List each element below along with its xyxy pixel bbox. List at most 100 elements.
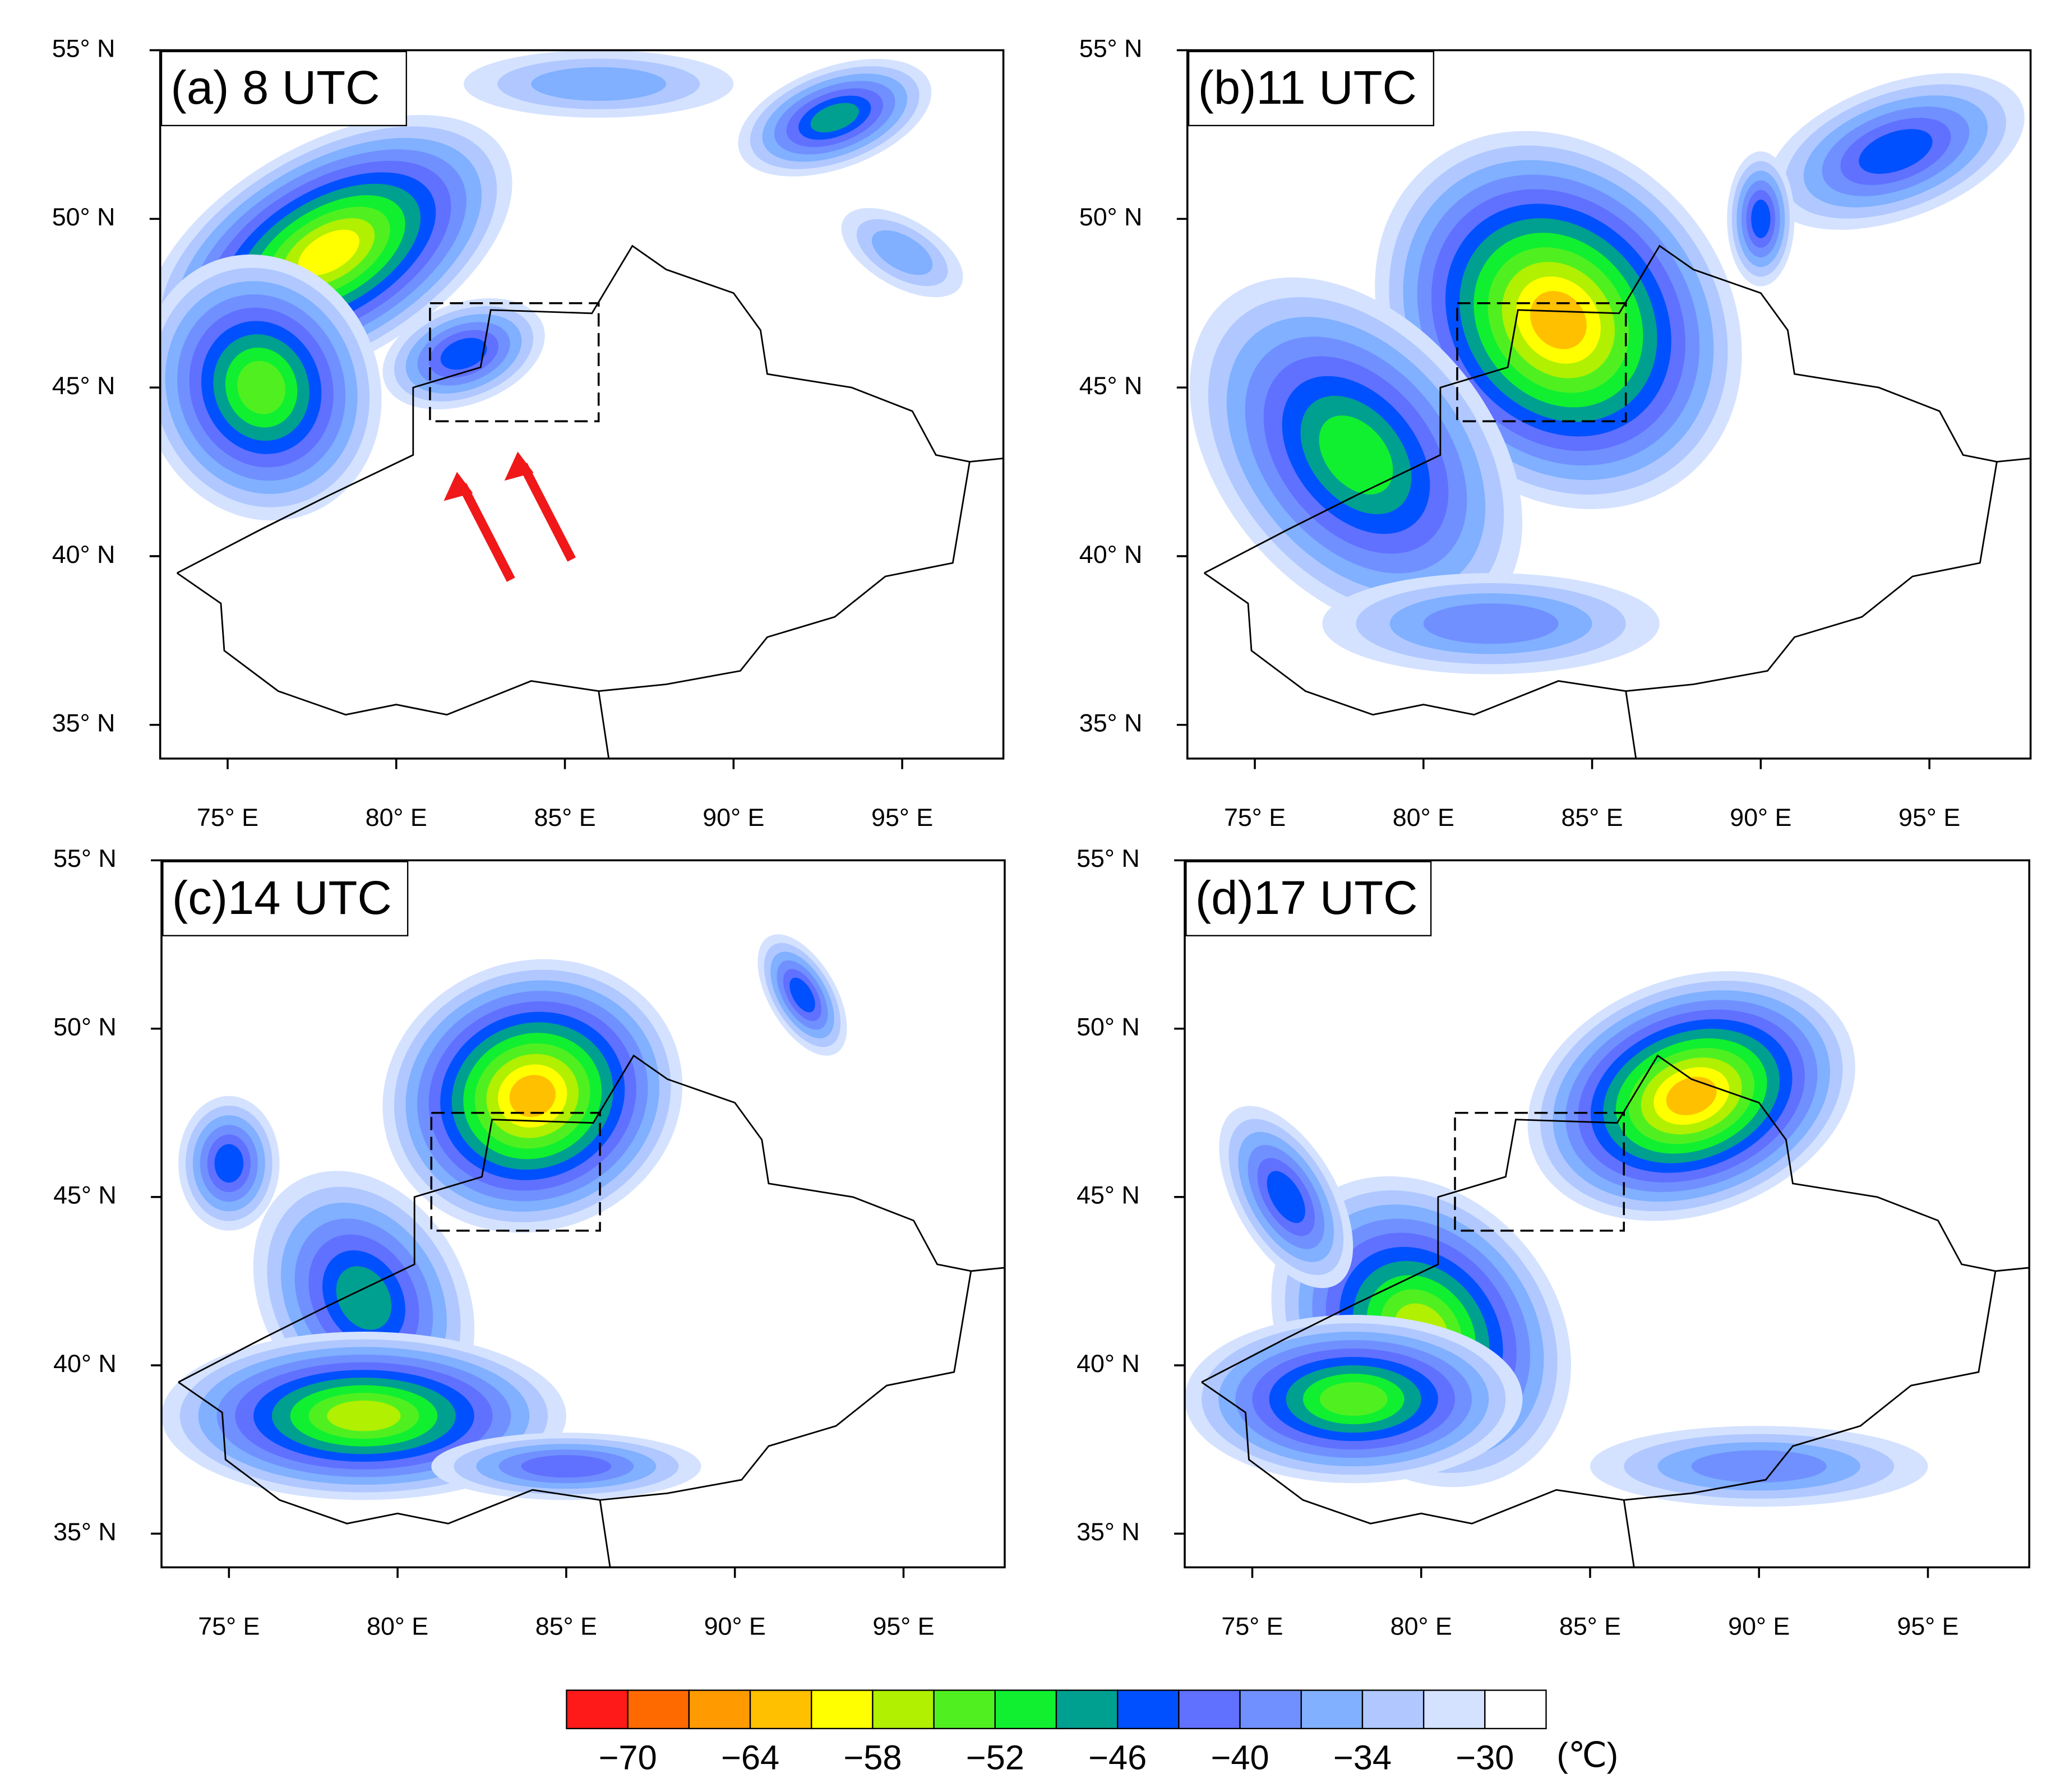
y-tick-label: 55° N — [53, 844, 117, 872]
panel-label-box — [162, 861, 409, 936]
y-tick-label: 50° N — [53, 1013, 117, 1041]
cloud — [214, 1144, 244, 1183]
x-tick-label: 90° E — [1728, 1613, 1790, 1641]
border — [1997, 458, 2031, 463]
y-tick-label: 35° N — [53, 1518, 117, 1546]
cloud — [298, 229, 359, 276]
border — [598, 691, 610, 759]
colorbar-label: −52 — [966, 1738, 1024, 1777]
cloud — [1859, 129, 1933, 174]
colorbar-box — [1361, 1689, 1425, 1730]
cloud — [1423, 603, 1559, 644]
x-tick-label: 95° E — [872, 1613, 934, 1641]
colorbar-box — [1055, 1689, 1119, 1730]
colorbar-box — [933, 1689, 996, 1730]
cloud — [1319, 415, 1393, 495]
x-tick-label: 75° E — [1221, 1613, 1283, 1641]
border — [1623, 1500, 1635, 1568]
x-tick-label: 85° E — [534, 803, 595, 832]
colorbar-label: −46 — [1088, 1738, 1147, 1777]
x-tick-label: 75° E — [198, 1613, 260, 1641]
border — [176, 244, 971, 716]
y-tick-label: 50° N — [52, 203, 116, 231]
colorbar-box — [872, 1689, 935, 1730]
y-tick-label: 40° N — [1077, 1350, 1140, 1378]
y-tick-label: 45° N — [1077, 1181, 1140, 1209]
y-tick-label: 35° N — [1077, 1518, 1140, 1546]
x-tick-label: 85° E — [1562, 803, 1623, 832]
y-tick-label: 35° N — [52, 709, 116, 737]
plot-frame — [160, 859, 1006, 1569]
y-tick-label: 50° N — [1079, 203, 1143, 231]
study-box — [1454, 1111, 1625, 1232]
panel-label: (c)14 UTC — [172, 871, 392, 924]
colorbar-label: −58 — [843, 1738, 902, 1777]
border — [1995, 1267, 2030, 1272]
cloud — [810, 103, 859, 133]
x-tick-label: 90° E — [1730, 803, 1791, 832]
cloud — [789, 977, 815, 1013]
y-tick-label: 45° N — [1079, 372, 1143, 400]
x-tick-label: 95° E — [1898, 803, 1960, 832]
arrow-shaft — [458, 483, 515, 582]
cloud — [1691, 1450, 1827, 1483]
plot-frame — [1186, 49, 2032, 760]
arrow-head — [444, 472, 473, 501]
x-tick-label: 80° E — [1390, 1613, 1452, 1641]
x-tick-label: 80° E — [366, 803, 427, 832]
border — [1625, 691, 1637, 759]
colorbar-box — [1178, 1689, 1241, 1730]
border — [971, 1267, 1005, 1272]
colorbar-label: −64 — [721, 1738, 779, 1777]
cloud-field — [1185, 860, 2030, 1568]
border — [969, 458, 1004, 463]
y-tick-label: 40° N — [53, 1350, 117, 1378]
plot-frame — [159, 49, 1005, 760]
x-tick-label: 75° E — [1224, 803, 1286, 832]
colorbar-box — [1300, 1689, 1364, 1730]
y-tick-label: 45° N — [53, 1181, 117, 1209]
cloud — [871, 230, 933, 275]
colorbar-box — [994, 1689, 1057, 1730]
arrow-head — [504, 451, 534, 481]
cloud — [1267, 1171, 1305, 1223]
colorbar-box — [811, 1689, 874, 1730]
y-tick-label: 40° N — [52, 541, 116, 569]
panel-label-box — [160, 50, 407, 127]
colorbar-box — [1484, 1689, 1547, 1730]
panel-label-box — [1185, 861, 1432, 936]
colorbar-box — [749, 1689, 812, 1730]
study-box — [429, 302, 600, 423]
y-tick-label: 40° N — [1079, 541, 1143, 569]
cloud — [1530, 290, 1587, 349]
colorbar-box — [566, 1689, 629, 1730]
x-tick-label: 80° E — [367, 1613, 428, 1641]
y-tick-label: 55° N — [1077, 844, 1140, 872]
x-tick-label: 95° E — [871, 803, 933, 832]
y-tick-label: 45° N — [52, 372, 116, 400]
cloud — [237, 361, 286, 414]
cloud-field — [161, 860, 1005, 1568]
cloud — [1320, 1382, 1388, 1416]
colorbar-label: −40 — [1211, 1738, 1269, 1777]
panel-label-box — [1188, 50, 1435, 127]
colorbar-unit: (℃) — [1556, 1735, 1618, 1774]
colorbar-box — [1117, 1689, 1180, 1730]
x-tick-label: 85° E — [1559, 1613, 1621, 1641]
panel-label: (b)11 UTC — [1198, 61, 1417, 114]
x-tick-label: 75° E — [197, 803, 258, 832]
cloud — [440, 338, 487, 370]
study-box — [1456, 302, 1627, 423]
colorbar-box — [627, 1689, 690, 1730]
y-tick-label: 50° N — [1077, 1013, 1140, 1041]
y-tick-label: 35° N — [1079, 709, 1143, 737]
border — [1203, 244, 1998, 716]
panel-label: (a) 8 UTC — [171, 61, 380, 114]
cloud-field — [160, 50, 1004, 759]
cloud — [1666, 1077, 1717, 1115]
colorbar-box — [1422, 1689, 1486, 1730]
cloud — [1751, 199, 1771, 238]
colorbar-label: −34 — [1333, 1738, 1392, 1777]
arrow-shaft — [519, 463, 576, 562]
